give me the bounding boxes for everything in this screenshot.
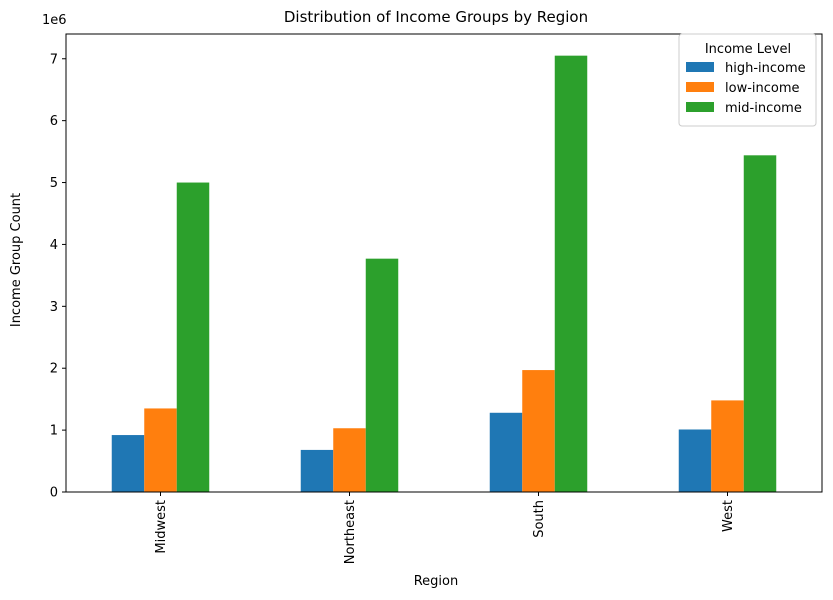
chart-title: Distribution of Income Groups by Region bbox=[284, 8, 588, 26]
legend: Income Level high-income low-income mid-in… bbox=[678, 33, 817, 127]
bar-high-income-south bbox=[489, 412, 523, 492]
legend-swatch bbox=[686, 102, 714, 112]
bars-group bbox=[111, 55, 777, 493]
bar-high-income-midwest bbox=[111, 435, 145, 492]
y-axis-label: Income Group Count bbox=[9, 193, 24, 327]
y-tick-label: 3 bbox=[50, 300, 58, 315]
legend-items: high-income low-income mid-income bbox=[686, 61, 806, 116]
bar-high-income-west bbox=[678, 429, 712, 492]
y-tick-label: 0 bbox=[50, 486, 58, 501]
x-tick-label: Northeast bbox=[343, 500, 358, 564]
y-axis-ticks: 0 1 2 3 4 5 6 7 bbox=[50, 52, 66, 501]
x-tick-label: South bbox=[532, 500, 547, 538]
bar-low-income-west bbox=[711, 400, 744, 492]
y-tick-label: 7 bbox=[50, 52, 58, 67]
legend-entry: high-income bbox=[725, 61, 806, 76]
x-axis-label: Region bbox=[414, 574, 459, 589]
bar-low-income-south bbox=[522, 370, 555, 492]
bar-mid-income-northeast bbox=[365, 258, 399, 492]
legend-entry: mid-income bbox=[725, 101, 802, 116]
bar-low-income-midwest bbox=[144, 408, 177, 492]
legend-swatch bbox=[686, 82, 714, 92]
legend-entry: low-income bbox=[725, 81, 800, 96]
bar-low-income-northeast bbox=[333, 428, 366, 492]
x-tick-label: West bbox=[721, 500, 736, 532]
y-tick-label: 4 bbox=[50, 238, 58, 253]
x-tick-label: Midwest bbox=[154, 500, 169, 554]
plot-area: 0 1 2 3 4 5 6 7 Midwest Northeast South West bbox=[50, 33, 823, 564]
x-axis-ticks: Midwest Northeast South West bbox=[154, 492, 736, 564]
bar-high-income-northeast bbox=[300, 449, 334, 492]
plot-frame bbox=[65, 33, 823, 493]
bar-mid-income-midwest bbox=[176, 182, 210, 493]
y-tick-label: 6 bbox=[50, 114, 58, 129]
y-axis-scale-note: 1e6 bbox=[42, 13, 67, 28]
bar-mid-income-west bbox=[743, 155, 777, 492]
y-tick-label: 5 bbox=[50, 176, 58, 191]
y-tick-label: 1 bbox=[50, 424, 58, 439]
legend-title: Income Level bbox=[705, 42, 791, 57]
legend-swatch bbox=[686, 62, 714, 72]
y-tick-label: 2 bbox=[50, 362, 58, 377]
bar-mid-income-south bbox=[554, 55, 588, 492]
